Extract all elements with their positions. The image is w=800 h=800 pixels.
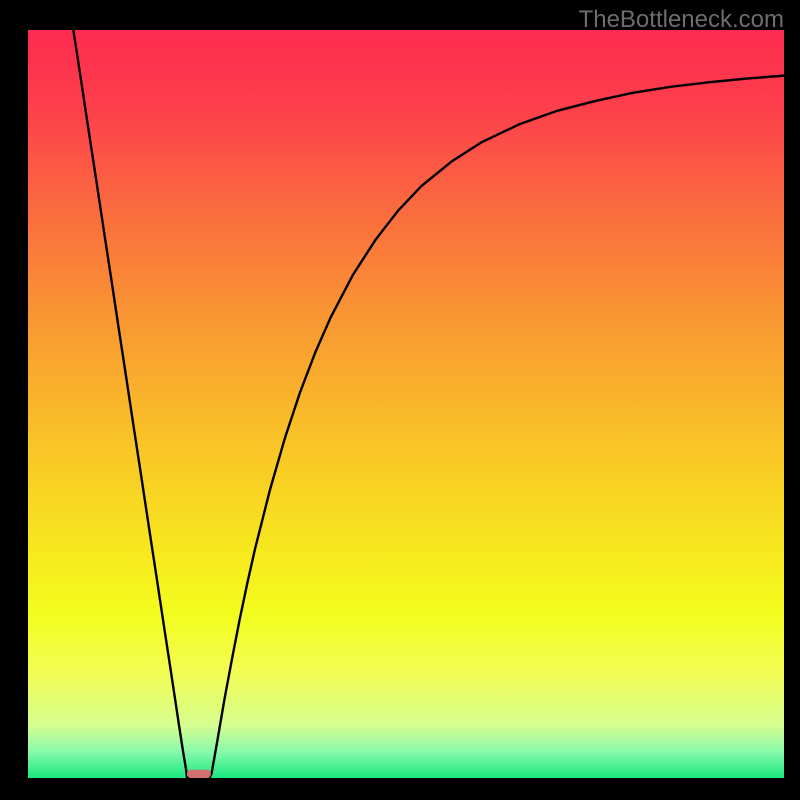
chart-background-gradient — [28, 30, 784, 778]
bottleneck-chart — [0, 0, 800, 800]
chart-container: TheBottleneck.com — [0, 0, 800, 800]
optimal-range-marker — [187, 770, 211, 778]
